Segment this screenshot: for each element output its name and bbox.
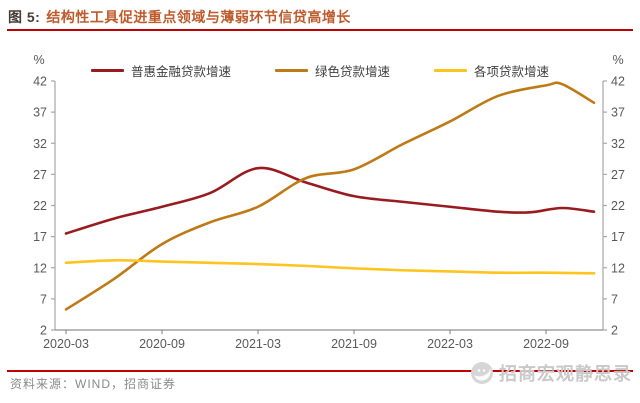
y-axis-unit-left: % [33,53,44,67]
x-tick-label: 2020-03 [43,337,89,351]
y-tick-label-right: 17 [611,230,625,244]
series-line-2 [64,258,596,275]
data-source-note: 资料来源：WIND，招商证券 [10,377,176,391]
footer-rule [7,370,633,372]
figure-title-row: 图 5: 结构性工具促进重点领域与薄弱环节信贷高增长 [8,7,351,27]
chart-legend: 普惠金融贷款增速 绿色贷款增速 各项贷款增速 [0,61,640,80]
y-tick-label-left: 32 [33,137,47,151]
x-tick-label: 2022-09 [523,337,569,351]
y-tick-label-right: 22 [611,199,625,213]
y-tick-label-left: 27 [33,168,47,182]
y-tick-label-right: 37 [611,106,625,120]
x-tick-label: 2020-09 [139,337,185,351]
y-tick-label-left: 17 [33,230,47,244]
y-tick-label-right: 42 [611,75,625,89]
y-tick-label-right: 12 [611,261,625,275]
y-tick-label-left: 42 [33,75,47,89]
figure-title: 结构性工具促进重点领域与薄弱环节信贷高增长 [46,9,351,25]
legend-swatch-line-icon [434,69,467,72]
watermark-logo: 招商宏观静思录 [470,360,632,386]
legend-swatch-line-icon [90,69,124,72]
y-tick-label-left: 7 [40,292,47,306]
legend-swatch-line-icon [274,69,308,72]
x-tick-label: 2021-03 [235,337,281,351]
y-tick-label-right: 2 [611,324,618,338]
legend-label: 普惠金融贷款增速 [130,65,231,79]
y-tick-label-right: 7 [611,292,618,306]
y-axis-unit-right: % [612,53,623,67]
y-tick-label-left: 12 [33,261,47,275]
y-tick-label-left: 37 [33,106,47,120]
legend-item-all-loans: 各项贷款增速 [434,61,549,80]
legend-item-green-loans: 绿色贷款增速 [274,61,390,80]
figure-number-label: 图 5: [8,9,41,25]
x-tick-label: 2021-09 [331,337,377,351]
y-tick-label-right: 32 [611,137,625,151]
legend-item-inclusive-finance: 普惠金融贷款增速 [90,61,231,80]
title-underline [7,29,633,31]
y-tick-label-right: 27 [611,168,625,182]
watermark-title: 招商宏观静思录 [499,364,632,384]
x-tick-label: 2022-03 [427,337,473,351]
series-line-0 [64,166,596,235]
legend-label: 绿色贷款增速 [314,65,390,79]
wechat-logo-icon [471,362,493,384]
y-tick-label-left: 22 [33,199,47,213]
legend-label: 各项贷款增速 [474,65,550,79]
series-line-1 [64,81,596,311]
y-tick-label-left: 2 [40,324,47,338]
